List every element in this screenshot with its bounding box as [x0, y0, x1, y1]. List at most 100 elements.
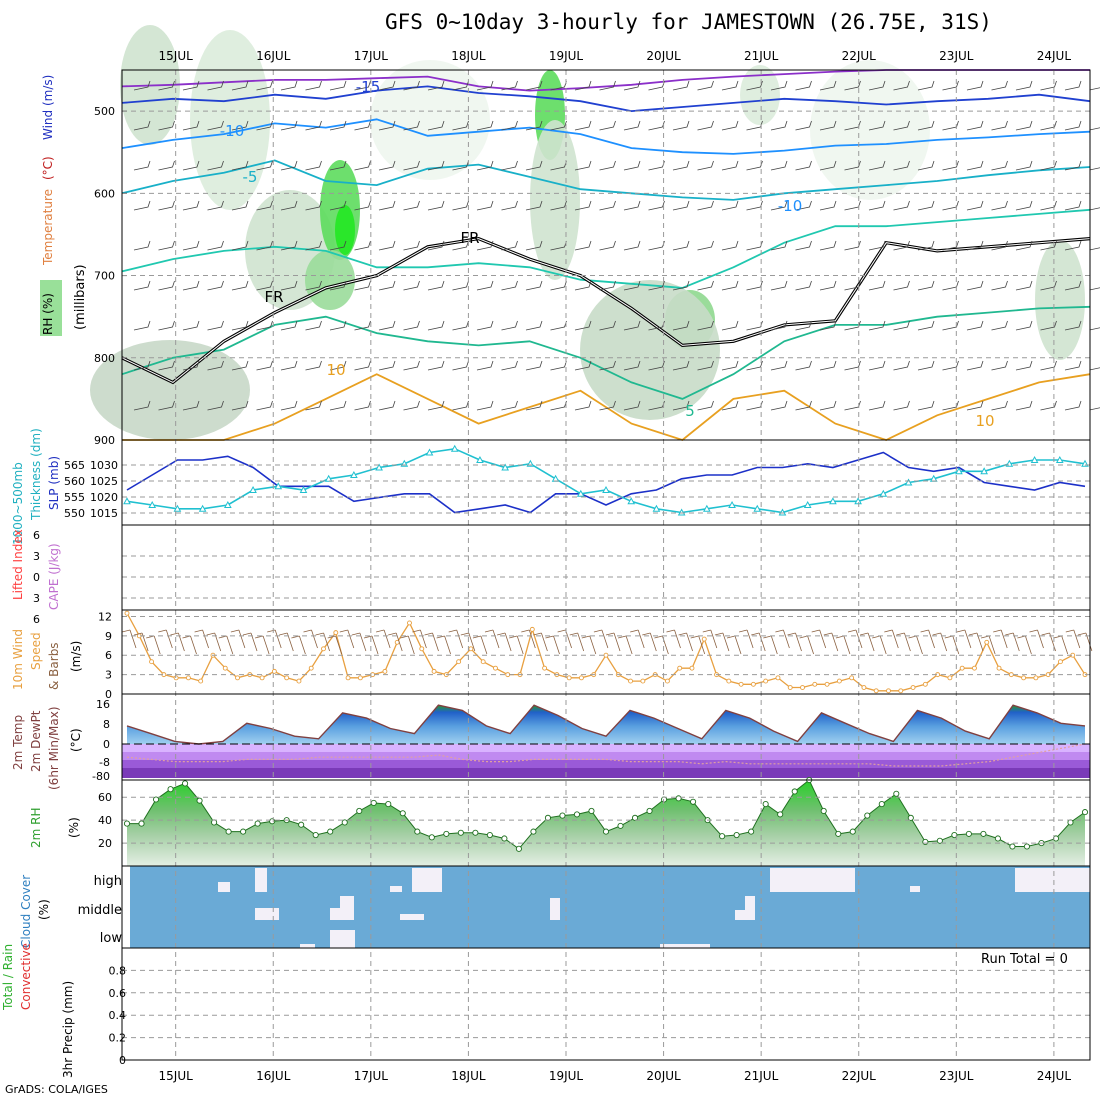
- wind-barb: [819, 360, 837, 371]
- wind-tick-label: 9: [105, 630, 112, 643]
- wind-barb: [648, 200, 665, 211]
- rh-area: [127, 780, 1085, 866]
- dewpoint-band: [122, 760, 1090, 768]
- wind-barb: [550, 320, 567, 331]
- wind-barb: [1064, 360, 1082, 371]
- thickness-point: [576, 489, 585, 497]
- cloud-cell: [390, 886, 402, 892]
- date-label-bottom: 17JUL: [354, 1069, 389, 1083]
- rh-point: [994, 835, 1001, 842]
- cloud-cell: [735, 910, 747, 920]
- wind-speed-point: [284, 675, 290, 681]
- wind-barb-10m: [763, 635, 778, 655]
- wind-barb: [623, 400, 641, 411]
- wind-speed-point: [345, 675, 351, 681]
- slp-tick-label: 1025: [90, 475, 118, 488]
- wind-speed-point: [873, 688, 879, 694]
- cloud-cell: [660, 944, 710, 948]
- wind-barb: [476, 400, 494, 411]
- wind-barb: [378, 400, 396, 411]
- wind-barb: [305, 120, 322, 131]
- wind-barb: [525, 80, 543, 91]
- wind-barb: [893, 280, 910, 291]
- wind-barb: [256, 120, 273, 131]
- rh-point: [849, 828, 856, 835]
- wind-barb: [721, 240, 739, 251]
- rh-point: [240, 828, 247, 835]
- wind-barb: [770, 120, 788, 131]
- wind-barb: [231, 200, 249, 211]
- wind-barb: [256, 280, 273, 291]
- wind-barb-10m: [146, 635, 161, 655]
- wind-barb: [501, 160, 518, 171]
- wind-barb: [672, 200, 690, 211]
- wind-speed-point: [996, 665, 1002, 671]
- wind-barb: [893, 240, 910, 251]
- wind-barb-10m: [847, 629, 863, 649]
- wind-barb: [256, 360, 273, 371]
- wind-barb-10m: [509, 635, 524, 655]
- rh-point: [777, 811, 784, 818]
- date-label-top: 24JUL: [1037, 49, 1072, 63]
- wind-barb: [623, 320, 641, 331]
- wind-speed-point: [775, 675, 781, 681]
- wind-barb: [672, 240, 690, 251]
- wind-barb: [770, 400, 788, 411]
- ylabel-cape: CAPE (J/kg): [47, 543, 61, 610]
- wind-barb: [966, 320, 984, 331]
- y-tick-label: 900: [94, 434, 115, 447]
- wind-barb: [697, 280, 714, 291]
- ylabel-speed: Speed: [29, 632, 43, 670]
- wind-barb: [329, 240, 347, 251]
- wind-barb: [354, 200, 371, 211]
- wind-speed-point: [738, 681, 744, 687]
- wind-barb: [991, 160, 1008, 171]
- wind-barb-10m: [569, 632, 585, 652]
- wind-barb: [182, 80, 200, 91]
- wind-barb: [256, 320, 273, 331]
- rh-point: [472, 829, 479, 836]
- wind-barb: [133, 240, 151, 251]
- thickness-point: [879, 489, 888, 497]
- wind-barb: [378, 320, 396, 331]
- wind-barb: [452, 160, 469, 171]
- rh-point: [152, 796, 160, 803]
- temp-tick-label: -80: [92, 770, 110, 783]
- wind-barb: [403, 120, 420, 131]
- rh-point: [1009, 843, 1016, 850]
- wind-barb: [599, 80, 616, 91]
- run-total-label: Run Total = 0: [981, 952, 1068, 967]
- wind-barb: [770, 240, 788, 251]
- wind-barb: [403, 400, 420, 411]
- wind-barb: [305, 400, 322, 411]
- thickness-point: [299, 485, 308, 493]
- contour-label: 10: [326, 361, 345, 379]
- wind-barb: [648, 120, 665, 131]
- wind-barb: [746, 200, 763, 211]
- cloud-cell: [550, 898, 560, 920]
- wind-barb: [427, 200, 445, 211]
- rh-point: [370, 799, 377, 806]
- thickness-point: [223, 500, 232, 508]
- rh-point: [588, 807, 595, 815]
- wind-barb-10m: [484, 629, 500, 649]
- wind-barb: [476, 200, 494, 211]
- wind-speed-point: [259, 675, 265, 681]
- wind-barb: [966, 80, 984, 91]
- rh-point: [951, 831, 958, 839]
- wind-barb: [525, 120, 543, 131]
- rh-point: [312, 831, 319, 839]
- wind-barb-10m: [1017, 635, 1032, 655]
- wind-barb-10m: [545, 635, 560, 655]
- wind-barb: [844, 400, 861, 411]
- rh-point: [414, 828, 421, 835]
- wind-barb: [1040, 320, 1057, 331]
- wind-barb: [574, 280, 592, 291]
- wind-barb: [868, 400, 886, 411]
- wind-barb: [721, 360, 739, 371]
- series-line: [126, 451, 1086, 514]
- date-label-top: 18JUL: [451, 49, 486, 63]
- wind-barb: [550, 120, 567, 131]
- wind-barb: [770, 200, 788, 211]
- wind-speed-point: [628, 678, 634, 684]
